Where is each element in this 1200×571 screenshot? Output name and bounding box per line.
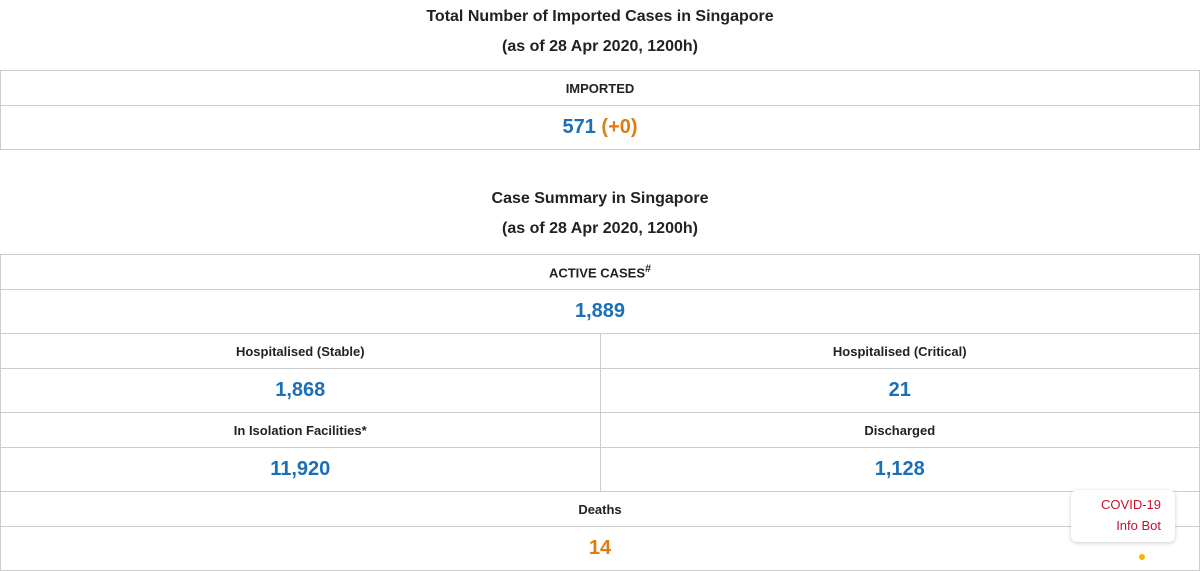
summary-subtitle: (as of 28 Apr 2020, 1200h) [502, 220, 698, 237]
active-footnote-mark: # [645, 263, 652, 276]
imported-change: (+0) [601, 116, 638, 138]
summary-table: ACTIVE CASES# 1,889 Hospitalised (Stable… [0, 254, 1200, 571]
bot-line1: COVID-19 [1101, 497, 1161, 512]
isolation-header: In Isolation Facilities* [0, 412, 601, 448]
imported-value: 571 (+0) [0, 105, 1200, 150]
imported-title: Total Number of Imported Cases in Singap… [426, 8, 774, 25]
bot-avatar-icon[interactable] [1139, 554, 1145, 560]
active-value: 1,889 [0, 289, 1200, 334]
stable-header: Hospitalised (Stable) [0, 333, 601, 369]
summary-title: Case Summary in Singapore [491, 190, 709, 207]
bot-line2: Info Bot [1116, 518, 1161, 533]
critical-header: Hospitalised (Critical) [599, 333, 1200, 369]
discharged-value: 1,128 [599, 447, 1200, 492]
active-header: ACTIVE CASES# [0, 254, 1200, 290]
critical-value: 21 [599, 368, 1200, 413]
imported-subtitle: (as of 28 Apr 2020, 1200h) [502, 38, 698, 55]
active-label: ACTIVE CASES [548, 265, 646, 281]
isolation-value: 11,920 [0, 447, 601, 492]
discharged-header: Discharged [599, 412, 1200, 448]
stable-value: 1,868 [0, 368, 601, 413]
info-bot-bubble[interactable]: COVID-19 Info Bot [1071, 490, 1175, 542]
imported-count: 571 [562, 116, 596, 138]
deaths-header: Deaths [0, 491, 1200, 527]
imported-table: IMPORTED 571 (+0) [0, 70, 1200, 150]
deaths-value: 14 [0, 526, 1200, 571]
imported-header: IMPORTED [0, 70, 1200, 106]
